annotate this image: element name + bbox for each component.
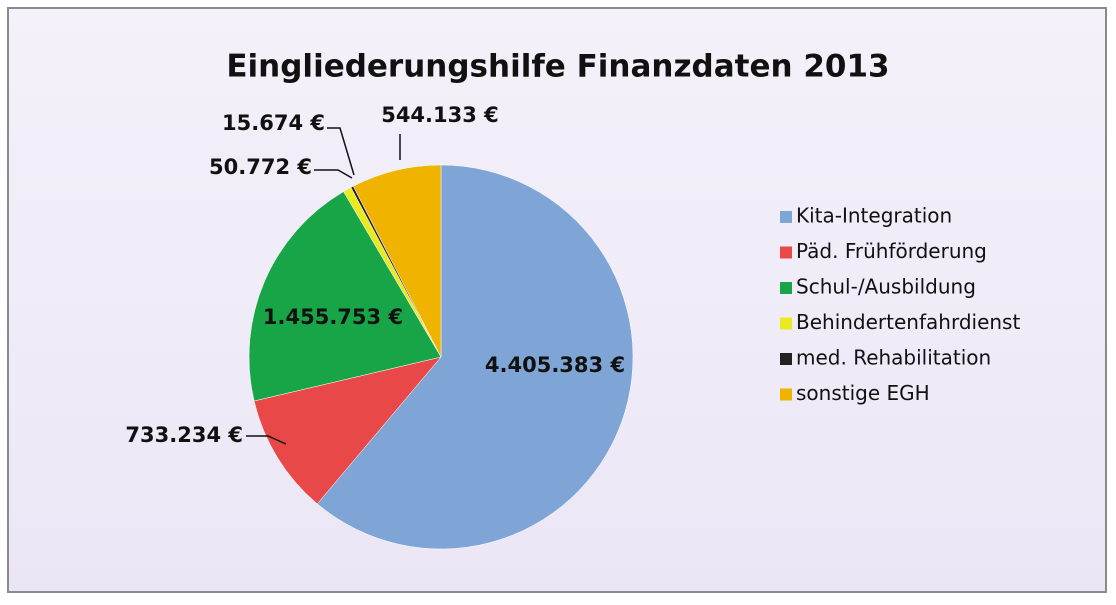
data-label: 1.455.753 € [263,305,403,329]
legend-label: Kita-Integration [796,204,952,228]
pie-slice [352,164,442,358]
leader-line [327,127,355,176]
pie-slice [316,164,634,550]
pie-slice [248,191,442,402]
legend-swatch [780,388,792,401]
data-label: 4.405.383 € [485,353,625,377]
legend-swatch [780,282,792,294]
legend-label: Schul-/Ausbildung [796,275,976,299]
legend-label: sonstige EGH [796,381,930,405]
data-label: 15.674 € [222,111,325,135]
legend-label: Päd. Frühförderung [796,239,987,263]
data-label: 50.772 € [209,155,312,179]
data-label: 544.133 € [381,103,499,127]
leader-line [246,435,287,445]
legend-label: Behindertenfahrdienst [796,310,1020,334]
chart-title: Eingliederungshilfe Finanzdaten 2013 [226,49,889,85]
legend-swatch [780,317,792,330]
leader-line [314,169,353,179]
legend-swatch [780,353,792,365]
data-label: 733.234 € [125,423,243,447]
pie-slice [253,356,442,505]
legend-swatch [780,246,792,259]
legend-swatch [780,211,792,223]
legend-label: med. Rehabilitation [796,346,991,370]
